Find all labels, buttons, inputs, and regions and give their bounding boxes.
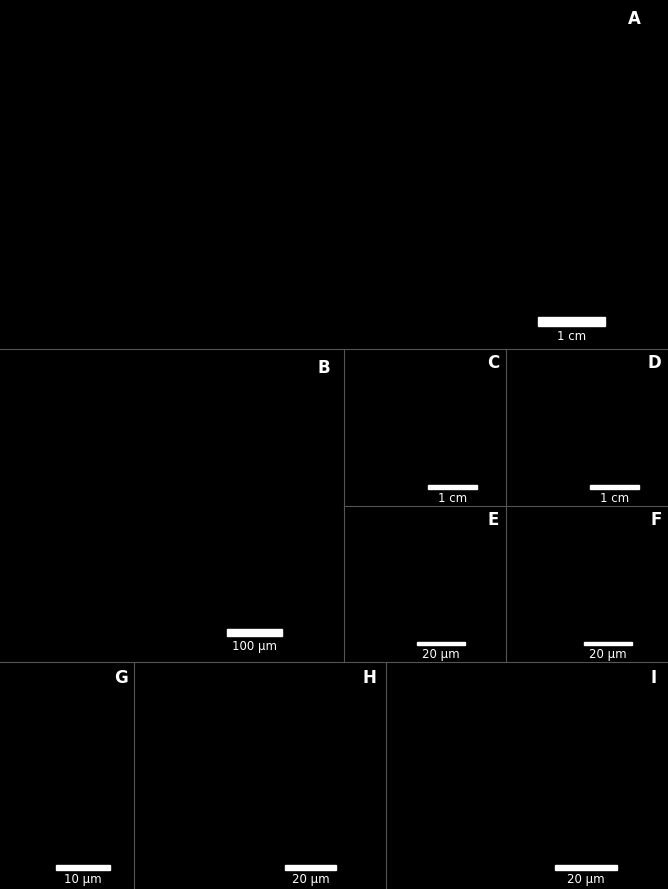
Text: 20 μm: 20 μm <box>589 648 627 661</box>
Text: 1 cm: 1 cm <box>600 492 629 505</box>
Text: 100 μm: 100 μm <box>232 640 277 653</box>
Bar <box>417 642 465 645</box>
Text: 1 cm: 1 cm <box>556 330 586 343</box>
Text: A: A <box>629 11 641 28</box>
Text: 20 μm: 20 μm <box>567 873 605 886</box>
Text: 1 cm: 1 cm <box>438 492 467 505</box>
Text: 10 μm: 10 μm <box>64 873 102 886</box>
Bar <box>56 865 110 870</box>
Text: I: I <box>651 669 657 687</box>
Text: C: C <box>487 354 499 372</box>
Text: E: E <box>488 510 499 529</box>
Text: B: B <box>318 359 330 377</box>
Text: 20 μm: 20 μm <box>291 873 329 886</box>
Bar <box>428 485 476 489</box>
Bar <box>285 865 335 870</box>
Text: 20 μm: 20 μm <box>422 648 460 661</box>
Bar <box>584 642 633 645</box>
Bar <box>590 485 639 489</box>
Bar <box>227 629 282 637</box>
Text: G: G <box>114 669 128 687</box>
Bar <box>555 865 617 870</box>
Text: D: D <box>648 354 661 372</box>
Bar <box>538 317 605 325</box>
Text: F: F <box>650 510 661 529</box>
Text: H: H <box>362 669 376 687</box>
